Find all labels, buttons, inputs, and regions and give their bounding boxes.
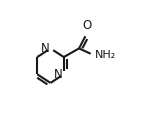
- Text: NH₂: NH₂: [95, 50, 116, 60]
- Text: N: N: [41, 42, 49, 55]
- Text: O: O: [82, 19, 92, 32]
- Text: N: N: [54, 68, 62, 81]
